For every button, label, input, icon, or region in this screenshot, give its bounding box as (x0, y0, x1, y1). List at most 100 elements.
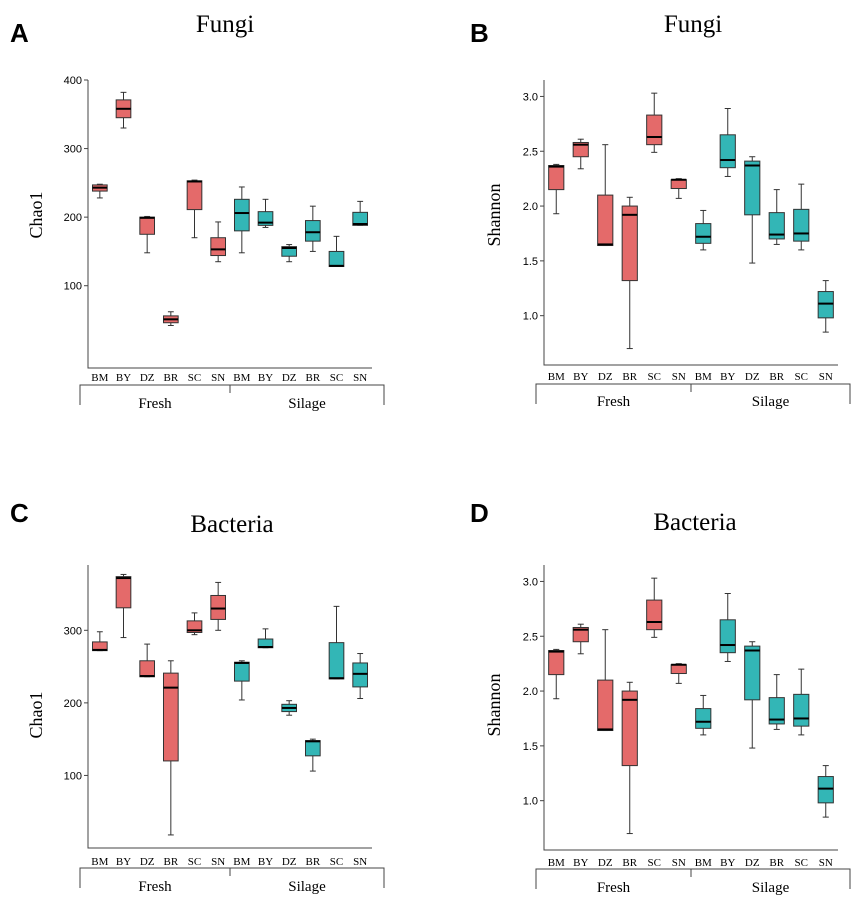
category-label: SN (672, 371, 686, 383)
y-tick-label: 200 (64, 698, 82, 710)
category-label: BM (91, 372, 108, 384)
box-br (162, 311, 179, 326)
panel-title: Bacteria (190, 511, 273, 538)
category-label: SN (353, 856, 367, 868)
box-sn (352, 653, 369, 700)
box-body (646, 114, 663, 146)
group-label-fresh: Fresh (138, 396, 172, 412)
box-sc (328, 235, 345, 268)
box-body (233, 198, 250, 232)
box-by (257, 628, 274, 649)
category-label: BR (305, 856, 320, 868)
y-axis-label: Chao1 (26, 692, 46, 739)
category-label: SN (211, 856, 225, 868)
box-body (572, 141, 589, 158)
category-label: BR (163, 856, 178, 868)
panel-letter: D (470, 498, 489, 528)
box-br (162, 660, 179, 836)
box-bm (91, 183, 108, 199)
box-br (304, 205, 321, 252)
axes-frame (543, 80, 838, 366)
group-label-silage: Silage (288, 396, 326, 412)
panel-letter: B (470, 18, 489, 48)
category-label: DZ (282, 856, 297, 868)
category-label: BR (769, 371, 784, 383)
group-label-fresh: Fresh (138, 879, 172, 895)
category-label: BR (305, 372, 320, 384)
category-label: SN (819, 857, 833, 869)
y-axis-label: Shannon (484, 184, 504, 247)
category-label: SN (672, 857, 686, 869)
box-body (210, 594, 227, 620)
y-tick-label: 3.0 (523, 576, 538, 588)
group-bracket (79, 384, 385, 405)
box-br (768, 189, 785, 245)
category-label: DZ (598, 371, 613, 383)
box-sn (670, 178, 687, 199)
box-body (744, 160, 761, 216)
box-sc (646, 577, 663, 638)
box-sc (793, 183, 810, 251)
axes-frame (87, 80, 372, 369)
panel-d: D Bacteria Shannon 1.0 1.5 2.0 2.5 3.0 BM BY DZ… (470, 498, 851, 896)
group-label-silage: Silage (288, 879, 326, 895)
box-body (572, 626, 589, 643)
y-tick-label: 400 (64, 75, 82, 87)
y-tick-label: 1.0 (523, 311, 538, 323)
category-label: BR (622, 857, 637, 869)
box-body (793, 693, 810, 727)
box-body (695, 708, 712, 729)
y-tick-label: 2.5 (523, 631, 538, 643)
box-dz (597, 629, 614, 732)
category-label: SC (795, 857, 808, 869)
box-dz (744, 641, 761, 749)
category-label: BY (573, 371, 588, 383)
panel-a: A Fungi Chao1 100 200 300 400 BM BY DZ BR SC SN BM… (10, 11, 385, 412)
box-body (793, 208, 810, 242)
box-body (352, 662, 369, 688)
box-dz (139, 215, 156, 254)
box-body (670, 179, 687, 190)
box-bm (695, 209, 712, 251)
category-label: BY (116, 372, 131, 384)
box-body (695, 223, 712, 244)
category-label: DZ (140, 856, 155, 868)
box-body (597, 679, 614, 732)
box-sn (352, 200, 369, 226)
box-sc (646, 92, 663, 153)
group-bracket (79, 867, 385, 888)
panel-title: Bacteria (653, 509, 736, 536)
box-bm (233, 186, 250, 254)
box-body (304, 740, 321, 757)
box-by (115, 573, 132, 639)
box-body (328, 250, 345, 268)
panel-title: Fungi (664, 11, 722, 38)
category-label: BM (91, 856, 108, 868)
category-label: SC (188, 856, 201, 868)
box-body (162, 672, 179, 762)
panel-letter: C (10, 498, 29, 528)
y-tick-label: 3.0 (523, 91, 538, 103)
category-label: SN (353, 372, 367, 384)
box-body (139, 216, 156, 235)
box-body (186, 180, 203, 211)
box-body (304, 220, 321, 242)
category-label: BM (695, 857, 712, 869)
box-by (719, 593, 736, 662)
panel-c: C Bacteria Chao1 100 200 300 BM BY DZ BR SC SN BM… (10, 498, 385, 895)
y-tick-label: 300 (64, 625, 82, 637)
category-label: DZ (140, 372, 155, 384)
category-label: BY (720, 371, 735, 383)
y-tick-label: 100 (64, 281, 82, 293)
box-sn (210, 581, 227, 631)
box-body (621, 205, 638, 282)
box-sn (670, 663, 687, 684)
axes-frame (543, 565, 838, 851)
y-axis-label: Shannon (484, 674, 504, 737)
axes-frame (87, 565, 372, 849)
category-label: BR (163, 372, 178, 384)
box-body (646, 599, 663, 631)
box-sc (186, 179, 203, 239)
group-bracket (535, 383, 851, 404)
group-label-silage: Silage (752, 394, 790, 410)
